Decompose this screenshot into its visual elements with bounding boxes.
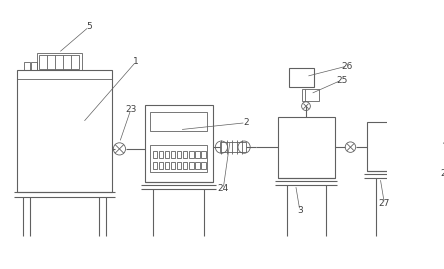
Bar	[32, 62, 36, 70]
Bar	[195, 151, 200, 158]
Bar	[177, 162, 181, 169]
Text: 3: 3	[297, 206, 303, 215]
Text: 28: 28	[440, 169, 444, 178]
Bar	[24, 62, 30, 70]
Bar	[150, 112, 207, 132]
Text: 25: 25	[336, 76, 347, 84]
Bar	[159, 162, 163, 169]
Bar	[195, 162, 200, 169]
Text: 4: 4	[443, 138, 444, 147]
Bar	[367, 122, 415, 171]
Bar	[159, 151, 163, 158]
Bar	[165, 151, 169, 158]
Bar	[189, 151, 194, 158]
Bar	[189, 162, 194, 169]
Text: 27: 27	[379, 199, 390, 208]
Text: 24: 24	[218, 185, 229, 193]
Bar	[289, 68, 314, 87]
Bar	[202, 151, 206, 158]
Bar	[17, 70, 111, 193]
Bar	[220, 142, 246, 152]
Bar	[183, 162, 187, 169]
Bar	[153, 162, 157, 169]
Text: 2: 2	[243, 118, 249, 127]
Text: 26: 26	[341, 62, 353, 70]
Bar	[150, 146, 207, 172]
Bar	[183, 151, 187, 158]
Bar	[278, 117, 335, 178]
Bar	[36, 53, 82, 70]
Text: 23: 23	[125, 105, 136, 114]
Bar	[153, 151, 157, 158]
Bar	[177, 151, 181, 158]
Bar	[202, 162, 206, 169]
Bar	[301, 89, 319, 101]
Text: 5: 5	[86, 22, 92, 31]
Text: 1: 1	[133, 57, 139, 66]
Bar	[171, 151, 175, 158]
Bar	[145, 105, 213, 182]
Bar	[165, 162, 169, 169]
Bar	[171, 162, 175, 169]
Bar	[39, 55, 79, 69]
